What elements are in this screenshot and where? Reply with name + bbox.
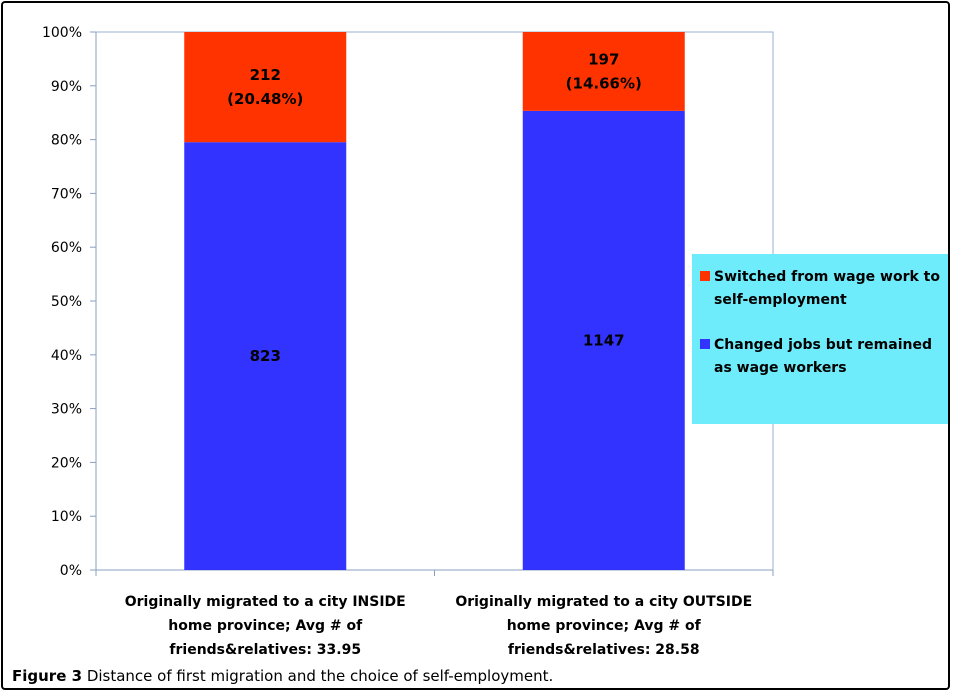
- y-tick-label: 0%: [60, 563, 82, 579]
- x-category-label: friends&relatives: 28.58: [508, 642, 700, 658]
- data-label: 823: [250, 347, 281, 365]
- y-tick-label: 80%: [51, 133, 82, 149]
- x-category-label: home province; Avg # of: [507, 618, 702, 634]
- legend-label: Switched from wage work to: [714, 269, 940, 285]
- x-category-label: friends&relatives: 33.95: [169, 642, 361, 658]
- y-tick-label: 20%: [51, 455, 82, 471]
- data-label: (14.66%): [566, 74, 642, 92]
- y-tick-label: 60%: [51, 240, 82, 256]
- bar-segment: [184, 142, 347, 570]
- caption-label: Figure 3: [12, 667, 83, 685]
- figure-caption: Figure 3 Distance of first migration and…: [12, 667, 553, 685]
- legend-swatch: [700, 271, 710, 281]
- x-category-label: Originally migrated to a city INSIDE: [125, 594, 406, 610]
- y-tick-label: 100%: [42, 25, 82, 41]
- bar-segment: [522, 110, 685, 571]
- legend-label: self-employment: [714, 292, 847, 308]
- data-label: 1147: [583, 331, 625, 349]
- legend-label: Changed jobs but remained: [714, 337, 932, 353]
- data-label: 197: [588, 50, 619, 68]
- caption-text: Distance of first migration and the choi…: [82, 667, 554, 685]
- y-tick-label: 90%: [51, 79, 82, 95]
- legend-box: [692, 254, 948, 424]
- data-label: 212: [250, 66, 281, 84]
- legend-label: as wage workers: [714, 360, 847, 376]
- x-category-label: Originally migrated to a city OUTSIDE: [455, 594, 752, 610]
- y-tick-label: 70%: [51, 186, 82, 202]
- bar-segment: [184, 32, 347, 143]
- y-tick-label: 30%: [51, 402, 82, 418]
- x-category-label: home province; Avg # of: [168, 618, 363, 634]
- y-tick-label: 10%: [51, 509, 82, 525]
- data-label: (20.48%): [227, 90, 303, 108]
- y-tick-label: 50%: [51, 294, 82, 310]
- legend-swatch: [700, 339, 710, 349]
- y-tick-label: 40%: [51, 348, 82, 364]
- bar-segment: [522, 32, 685, 111]
